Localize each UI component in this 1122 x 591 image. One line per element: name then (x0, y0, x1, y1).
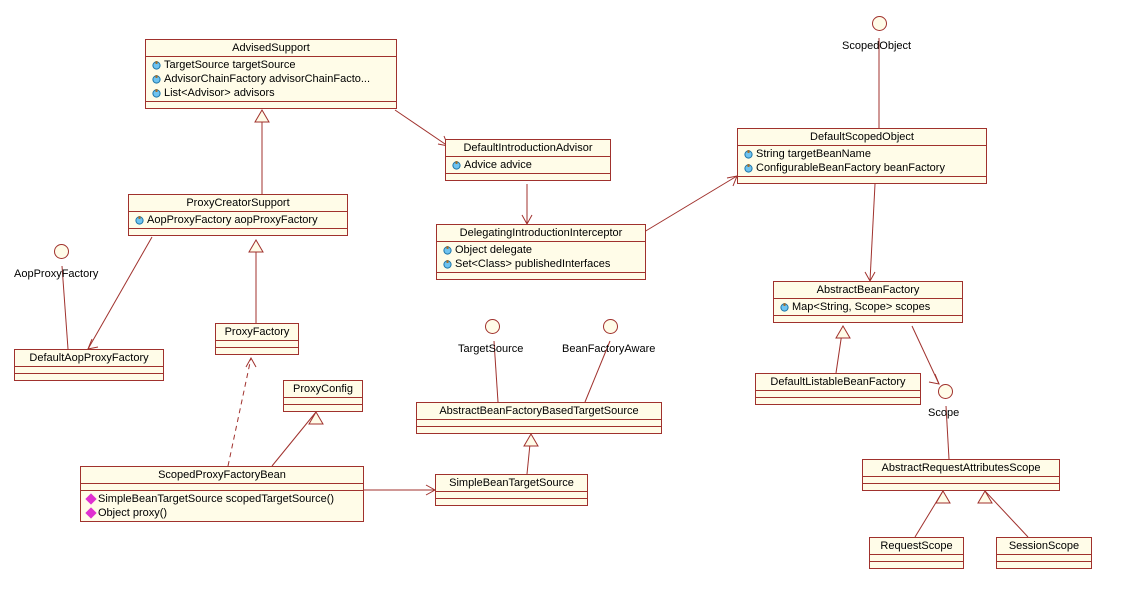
class-attrs (216, 341, 298, 348)
class-attrs (870, 555, 963, 562)
field-icon (744, 150, 753, 159)
method-icon (85, 507, 96, 518)
class-title: ProxyConfig (284, 381, 362, 398)
class-title: DefaultAopProxyFactory (15, 350, 163, 367)
attr-text: Advice advice (464, 159, 532, 171)
class-default-introduction-advisor: DefaultIntroductionAdvisor Advice advice (445, 139, 611, 181)
class-title: ScopedProxyFactoryBean (81, 467, 363, 484)
attr-text: String targetBeanName (756, 148, 871, 160)
class-request-scope: RequestScope (869, 537, 964, 569)
class-title: AdvisedSupport (146, 40, 396, 57)
attr-text: List<Advisor> advisors (164, 87, 275, 99)
method-text: Object proxy() (98, 507, 167, 519)
interface-aop-proxy-factory-circle (54, 244, 69, 259)
class-title: DefaultScopedObject (738, 129, 986, 146)
class-ops (284, 405, 362, 411)
class-title: AbstractBeanFactoryBasedTargetSource (417, 403, 661, 420)
class-scoped-proxy-factory-bean: ScopedProxyFactoryBean SimpleBeanTargetS… (80, 466, 364, 522)
class-ops (146, 102, 396, 108)
interface-scoped-object-label: ScopedObject (842, 40, 911, 52)
class-ops (417, 427, 661, 433)
class-abstract-bean-factory: AbstractBeanFactory Map<String, Scope> s… (773, 281, 963, 323)
class-title: ProxyCreatorSupport (129, 195, 347, 212)
class-proxy-creator-support: ProxyCreatorSupport AopProxyFactory aopP… (128, 194, 348, 236)
class-attrs (863, 477, 1059, 484)
class-ops (997, 562, 1091, 568)
class-default-aop-proxy-factory: DefaultAopProxyFactory (14, 349, 164, 381)
class-title: DelegatingIntroductionInterceptor (437, 225, 645, 242)
field-icon (452, 161, 461, 170)
field-icon (152, 61, 161, 70)
field-icon (744, 164, 753, 173)
attr-text: AdvisorChainFactory advisorChainFacto... (164, 73, 370, 85)
interface-bean-factory-aware-circle (603, 319, 618, 334)
attr-text: Set<Class> publishedInterfaces (455, 258, 610, 270)
class-title: SimpleBeanTargetSource (436, 475, 587, 492)
class-default-scoped-object: DefaultScopedObject String targetBeanNam… (737, 128, 987, 184)
class-ops (738, 177, 986, 183)
class-proxy-config: ProxyConfig (283, 380, 363, 412)
field-icon (780, 303, 789, 312)
class-title: SessionScope (997, 538, 1091, 555)
class-title: RequestScope (870, 538, 963, 555)
class-ops: SimpleBeanTargetSource scopedTargetSourc… (81, 491, 363, 521)
class-attrs: Advice advice (446, 157, 610, 174)
field-icon (135, 216, 144, 225)
attr-text: Object delegate (455, 244, 532, 256)
class-attrs (81, 484, 363, 491)
class-ops (437, 273, 645, 279)
interface-scope-label: Scope (928, 407, 959, 419)
method-icon (85, 493, 96, 504)
class-title: AbstractRequestAttributesScope (863, 460, 1059, 477)
class-attrs: String targetBeanName ConfigurableBeanFa… (738, 146, 986, 177)
attr-text: TargetSource targetSource (164, 59, 295, 71)
class-ops (216, 348, 298, 354)
class-ops (870, 562, 963, 568)
interface-aop-proxy-factory-label: AopProxyFactory (14, 268, 98, 280)
class-attrs (417, 420, 661, 427)
method-text: SimpleBeanTargetSource scopedTargetSourc… (98, 493, 334, 505)
class-title: DefaultIntroductionAdvisor (446, 140, 610, 157)
interface-target-source-label: TargetSource (458, 343, 523, 355)
class-title: ProxyFactory (216, 324, 298, 341)
class-attrs (997, 555, 1091, 562)
class-session-scope: SessionScope (996, 537, 1092, 569)
class-ops (774, 316, 962, 322)
class-attrs (284, 398, 362, 405)
class-proxy-factory: ProxyFactory (215, 323, 299, 355)
class-ops (446, 174, 610, 180)
class-ops (756, 398, 920, 404)
class-attrs (15, 367, 163, 374)
class-attrs: Object delegate Set<Class> publishedInte… (437, 242, 645, 273)
class-delegating-introduction-interceptor: DelegatingIntroductionInterceptor Object… (436, 224, 646, 280)
attr-text: ConfigurableBeanFactory beanFactory (756, 162, 945, 174)
class-ops (15, 374, 163, 380)
attr-text: AopProxyFactory aopProxyFactory (147, 214, 318, 226)
attr-text: Map<String, Scope> scopes (792, 301, 930, 313)
class-simple-bean-target-source: SimpleBeanTargetSource (435, 474, 588, 506)
interface-scope-circle (938, 384, 953, 399)
class-attrs: TargetSource targetSource AdvisorChainFa… (146, 57, 396, 102)
class-advised-support: AdvisedSupport TargetSource targetSource… (145, 39, 397, 109)
interface-scoped-object-circle (872, 16, 887, 31)
interface-bean-factory-aware-label: BeanFactoryAware (562, 343, 655, 355)
class-attrs: Map<String, Scope> scopes (774, 299, 962, 316)
class-title: DefaultListableBeanFactory (756, 374, 920, 391)
class-default-listable-bean-factory: DefaultListableBeanFactory (755, 373, 921, 405)
class-abstract-bean-factory-based-target-source: AbstractBeanFactoryBasedTargetSource (416, 402, 662, 434)
field-icon (152, 75, 161, 84)
class-attrs (436, 492, 587, 499)
field-icon (443, 260, 452, 269)
class-attrs: AopProxyFactory aopProxyFactory (129, 212, 347, 229)
class-attrs (756, 391, 920, 398)
class-ops (863, 484, 1059, 490)
class-ops (436, 499, 587, 505)
field-icon (152, 89, 161, 98)
class-abstract-request-attributes-scope: AbstractRequestAttributesScope (862, 459, 1060, 491)
field-icon (443, 246, 452, 255)
interface-target-source-circle (485, 319, 500, 334)
class-ops (129, 229, 347, 235)
class-title: AbstractBeanFactory (774, 282, 962, 299)
